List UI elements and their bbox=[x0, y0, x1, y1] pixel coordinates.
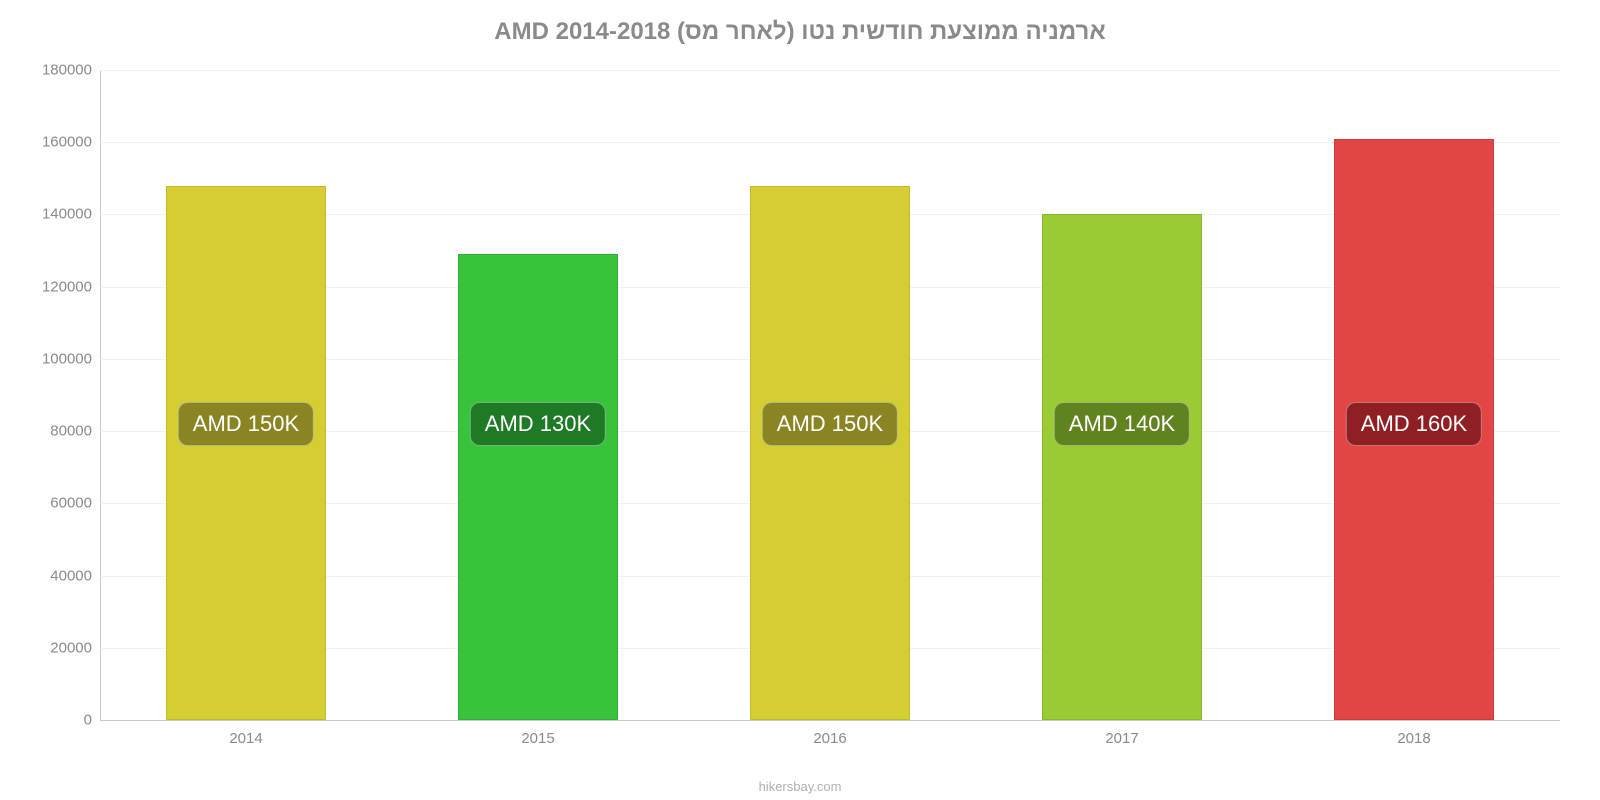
bar bbox=[1042, 214, 1203, 720]
x-tick-label: 2017 bbox=[1105, 730, 1138, 747]
y-tick-label: 160000 bbox=[12, 134, 92, 151]
x-tick-label: 2014 bbox=[229, 730, 262, 747]
chart-container: ארמניה ממוצעת חודשית נטו (לאחר מס) AMD 2… bbox=[0, 0, 1600, 800]
credit-text: hikersbay.com bbox=[0, 779, 1600, 794]
y-tick-label: 180000 bbox=[12, 62, 92, 79]
bar-value-label: AMD 130K bbox=[470, 402, 606, 446]
bar-value-label: AMD 150K bbox=[762, 402, 898, 446]
y-tick-label: 100000 bbox=[12, 350, 92, 367]
y-tick-label: 40000 bbox=[12, 567, 92, 584]
x-axis bbox=[100, 720, 1560, 721]
bar bbox=[458, 254, 619, 720]
plot-area: AMD 150K AMD 130K AMD 150K AMD 140K AMD 160K bbox=[100, 70, 1560, 720]
bar-value-label: AMD 160K bbox=[1346, 402, 1482, 446]
chart-title: ארמניה ממוצעת חודשית נטו (לאחר מס) AMD 2… bbox=[0, 0, 1600, 46]
bar-value-label: AMD 140K bbox=[1054, 402, 1190, 446]
x-tick-label: 2016 bbox=[813, 730, 846, 747]
grid-line bbox=[100, 70, 1560, 71]
y-tick-label: 140000 bbox=[12, 206, 92, 223]
x-tick-label: 2015 bbox=[521, 730, 554, 747]
y-tick-label: 0 bbox=[12, 712, 92, 729]
bar bbox=[166, 186, 327, 720]
bar-value-label: AMD 150K bbox=[178, 402, 314, 446]
x-tick-label: 2018 bbox=[1397, 730, 1430, 747]
y-tick-label: 120000 bbox=[12, 278, 92, 295]
bar bbox=[750, 186, 911, 720]
y-tick-label: 60000 bbox=[12, 495, 92, 512]
y-tick-label: 80000 bbox=[12, 423, 92, 440]
y-tick-label: 20000 bbox=[12, 639, 92, 656]
